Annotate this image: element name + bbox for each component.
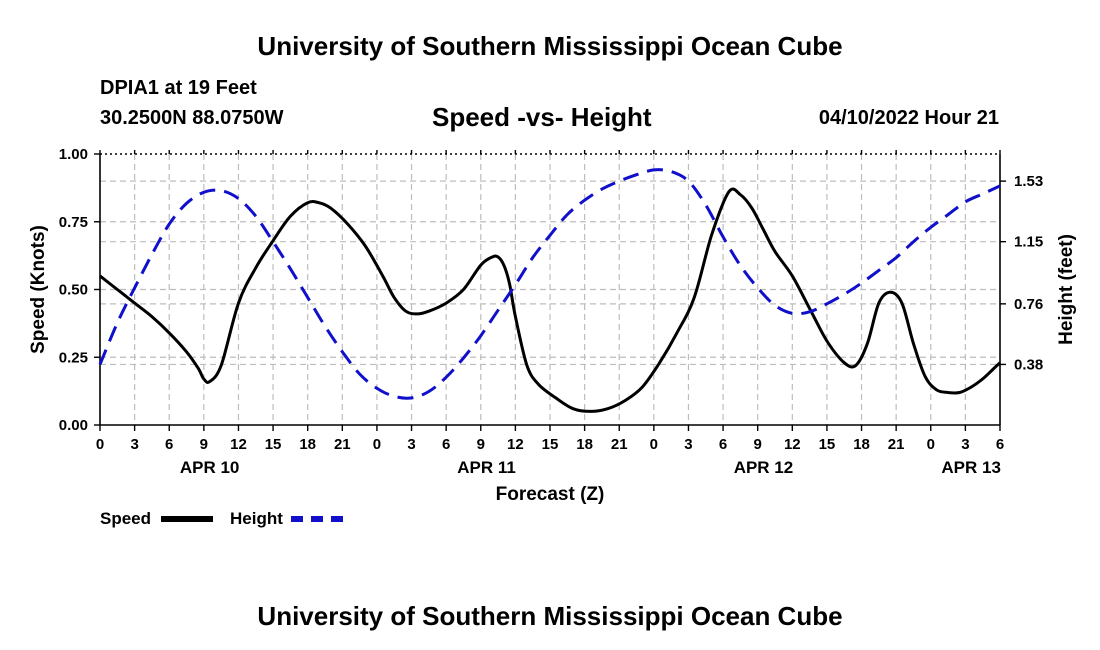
legend-height-label: Height: [230, 509, 283, 528]
y2-tick-label: 0.38: [1014, 356, 1043, 373]
x-tick-label: 3: [130, 436, 138, 453]
x-tick-label: 6: [165, 436, 173, 453]
y2-axis-title: Height (feet): [1056, 234, 1077, 345]
y-axis-title: Speed (Knots): [28, 225, 49, 354]
axes: [94, 150, 1006, 431]
x-tick-label: 18: [576, 436, 593, 453]
x-tick-label: 15: [265, 436, 282, 453]
x-tick-label: 6: [442, 436, 450, 453]
x-tick-label: 9: [200, 436, 208, 453]
series-lines: [98, 168, 1002, 413]
y-tick-label: 0.25: [59, 349, 88, 366]
legend-speed-label: Speed: [100, 509, 152, 528]
y2-tick-label: 1.15: [1014, 234, 1043, 251]
y2-tick-label: 0.76: [1014, 296, 1043, 313]
y2-tick-label: 1.53: [1014, 173, 1043, 190]
x-tick-label: 21: [611, 436, 628, 453]
x-tick-label: 21: [334, 436, 351, 453]
x-tick-label: 15: [542, 436, 559, 453]
forecast-datetime: 04/10/2022 Hour 21: [818, 107, 999, 129]
series-line-speed: [99, 187, 1002, 413]
x-tick-label: 9: [477, 436, 485, 453]
y-tick-label: 0.75: [59, 214, 88, 231]
x-date-label: APR 11: [457, 458, 516, 477]
x-tick-label: 15: [819, 436, 836, 453]
x-tick-label: 12: [507, 436, 524, 453]
x-tick-label: 0: [927, 436, 935, 453]
x-date-label: APR 10: [180, 458, 240, 477]
x-tick-label: 9: [754, 436, 762, 453]
station-label: DPIA1 at 19 Feet: [100, 77, 257, 99]
x-tick-label: 18: [853, 436, 870, 453]
y-tick-label: 1.00: [59, 146, 88, 163]
x-tick-label: 3: [684, 436, 692, 453]
x-tick-label: 12: [784, 436, 801, 453]
x-tick-label: 0: [96, 436, 104, 453]
x-tick-label: 6: [996, 436, 1004, 453]
legend-speed-swatch: [161, 516, 213, 522]
y-tick-label: 0.50: [59, 282, 88, 299]
station-coords: 30.2500N 88.0750W: [100, 107, 284, 129]
footer-title: University of Southern Mississippi Ocean…: [257, 601, 843, 631]
x-tick-label: 3: [407, 436, 415, 453]
y-tick-label: 0.00: [59, 417, 88, 434]
series-line-height: [98, 168, 1001, 400]
plot-title: Speed -vs- Height: [432, 102, 652, 132]
x-date-label: APR 13: [941, 458, 1001, 477]
legend-height-swatch: [291, 516, 343, 522]
x-tick-label: 12: [230, 436, 247, 453]
speed-height-chart: 0 3 6 9 12 15 18 21 0 3 6 9 12 15 18 21 0 3 6 9 12 15 18 21 0 3 6A…: [28, 146, 1077, 505]
axis-labels: 0 3 6 9 12 15 18 21 0 3 6 9 12 15 18 21 0 3 6 9 12 15 18 21 0 3 6A…: [28, 146, 1077, 505]
x-tick-label: 0: [373, 436, 381, 453]
page-title: University of Southern Mississippi Ocean…: [257, 31, 843, 61]
x-tick-label: 3: [961, 436, 969, 453]
x-tick-label: 21: [888, 436, 905, 453]
x-date-label: APR 12: [734, 458, 794, 477]
x-tick-label: 18: [299, 436, 316, 453]
x-tick-label: 6: [719, 436, 727, 453]
x-tick-label: 0: [650, 436, 658, 453]
x-axis-title: Forecast (Z): [496, 484, 605, 505]
